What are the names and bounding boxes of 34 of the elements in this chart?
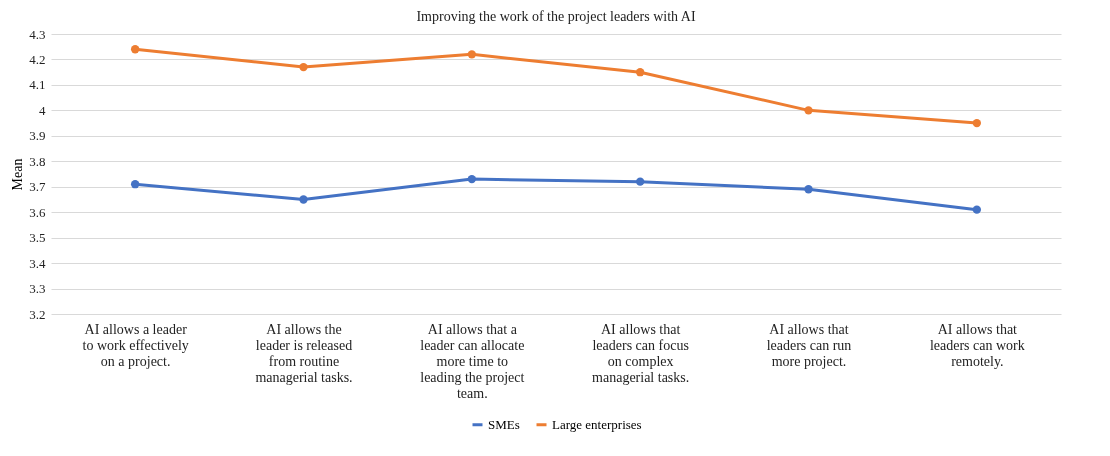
chart-title: Improving the work of the project leaders with AI: [416, 9, 696, 24]
point: [635, 177, 645, 186]
x-tick-label: AI allows that leaders can focus on complex managerial tasks.: [592, 321, 690, 385]
point: [467, 174, 477, 184]
y-tick-label: 4: [39, 102, 46, 118]
x-tick-label: AI allows that leaders can work remotely.: [929, 321, 1025, 369]
x-tick-label: AI allows the leader is released from routine managerial tasks.: [255, 321, 353, 385]
point: [467, 50, 477, 59]
y-tick-label: 4.3: [29, 26, 46, 42]
legend-label: Large enterprises: [552, 416, 642, 432]
point: [804, 106, 813, 115]
point: [972, 118, 982, 128]
y-tick-label: 3.9: [29, 128, 46, 144]
y-tick-label: 3.4: [29, 255, 46, 271]
point: [804, 185, 813, 194]
x-tick-label: AI allows that a leader can allocate more time to leading the project team.: [420, 321, 525, 401]
y-tick-label: 3.5: [29, 230, 46, 246]
y-tick-label: 3.3: [29, 281, 46, 297]
y-axis-title: Mean: [10, 158, 26, 191]
y-tick-label: 3.2: [29, 306, 46, 322]
point: [130, 45, 140, 54]
x-tick-label: AI allows that leaders can run more project.: [766, 321, 852, 369]
point: [299, 62, 308, 72]
x-tick-label: AI allows a leader to work effectively on a project.: [82, 321, 189, 369]
y-tick-label: 3.7: [29, 179, 46, 195]
y-tick-label: 3.6: [29, 204, 46, 220]
y-tick-label: 4.1: [29, 77, 46, 93]
point: [299, 195, 308, 204]
y-tick-label: 3.8: [29, 153, 46, 169]
point: [130, 180, 140, 189]
y-tick-label: 4.2: [29, 51, 46, 67]
point: [635, 68, 645, 77]
point: [972, 205, 982, 214]
legend-label: SMEs: [488, 416, 520, 432]
